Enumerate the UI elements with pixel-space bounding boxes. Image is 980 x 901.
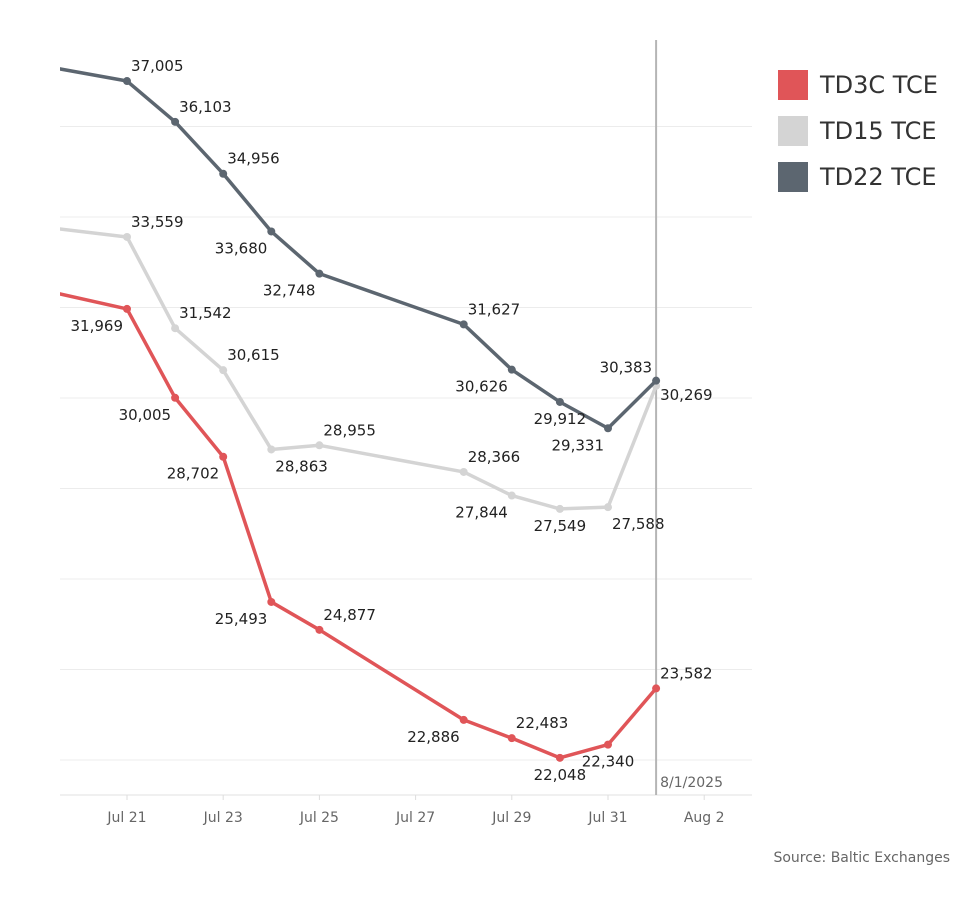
data-point [219,169,228,178]
data-label: 30,269 [660,386,713,404]
data-label: 27,844 [455,504,508,522]
x-tick-label: Jul 21 [106,810,146,826]
data-point [219,366,228,375]
reference-line-label: 8/1/2025 [660,775,723,791]
data-label: 30,615 [227,346,280,364]
x-tick-label: Jul 23 [203,810,243,826]
data-point [507,734,516,743]
source-note: Source: Baltic Exchanges [773,850,950,866]
data-label: 34,956 [227,150,280,168]
data-label: 28,955 [323,421,376,439]
legend-item-td15[interactable]: TD15 TCE [778,108,938,154]
x-tick-label: Jul 31 [587,810,627,826]
legend-label: TD3C TCE [820,71,938,99]
data-point [555,397,564,406]
data-label: 25,493 [215,610,268,628]
data-point [267,227,276,236]
legend-item-td3c[interactable]: TD3C TCE [778,62,938,108]
legend-label: TD22 TCE [820,163,937,191]
data-label: 27,588 [612,515,665,533]
data-label: 31,627 [468,300,521,318]
data-point [459,467,468,476]
data-point [652,376,661,385]
data-point [171,324,180,333]
data-label: 36,103 [179,98,232,116]
data-label: 22,483 [516,714,569,732]
data-point [123,77,131,86]
series-line-td15 [60,227,658,511]
data-label: 28,366 [468,448,521,466]
data-point [267,445,276,454]
data-label: 31,542 [179,304,232,322]
legend-label: TD15 TCE [820,117,937,145]
data-label: 33,680 [215,239,268,257]
data-point [459,320,468,329]
data-label: 22,886 [407,728,460,746]
data-point [652,684,661,693]
data-label: 22,048 [534,766,587,784]
data-label: 37,005 [131,57,184,75]
data-label: 30,626 [455,378,508,396]
data-point [171,117,180,126]
data-label: 33,559 [131,213,184,231]
data-label: 23,582 [660,664,713,682]
data-label: 27,549 [534,517,587,535]
data-label: 30,005 [119,406,172,424]
legend: TD3C TCE TD15 TCE TD22 TCE [778,62,938,200]
data-point [315,625,324,634]
data-label: 28,702 [167,465,220,483]
x-tick-label: Jul 25 [299,810,339,826]
legend-swatch [778,70,808,100]
x-tick-label: Jul 27 [395,810,435,826]
data-label: 22,340 [582,753,635,771]
data-point [315,269,324,278]
data-label: 29,331 [552,436,605,454]
data-point [604,740,612,749]
data-point [171,393,180,402]
data-label: 31,969 [71,317,124,335]
data-point [555,753,564,762]
x-tick-label: Jul 29 [491,810,531,826]
legend-swatch [778,116,808,146]
data-point [604,503,612,512]
data-point [555,504,564,513]
data-label: 29,912 [534,410,587,428]
data-point [604,424,612,433]
series-line-td22 [60,67,658,431]
data-point [219,452,228,461]
data-point [507,365,516,374]
data-point [459,715,468,724]
data-label: 24,877 [323,606,376,624]
x-tick-label: Aug 2 [684,810,725,826]
data-point [123,304,131,313]
data-point [123,232,131,241]
data-point [315,441,324,450]
data-label: 30,383 [600,359,653,377]
legend-swatch [778,162,808,192]
data-label: 28,863 [275,457,328,475]
data-label: 32,748 [263,282,316,300]
legend-item-td22[interactable]: TD22 TCE [778,154,938,200]
data-point [507,491,516,500]
data-point [267,597,276,606]
